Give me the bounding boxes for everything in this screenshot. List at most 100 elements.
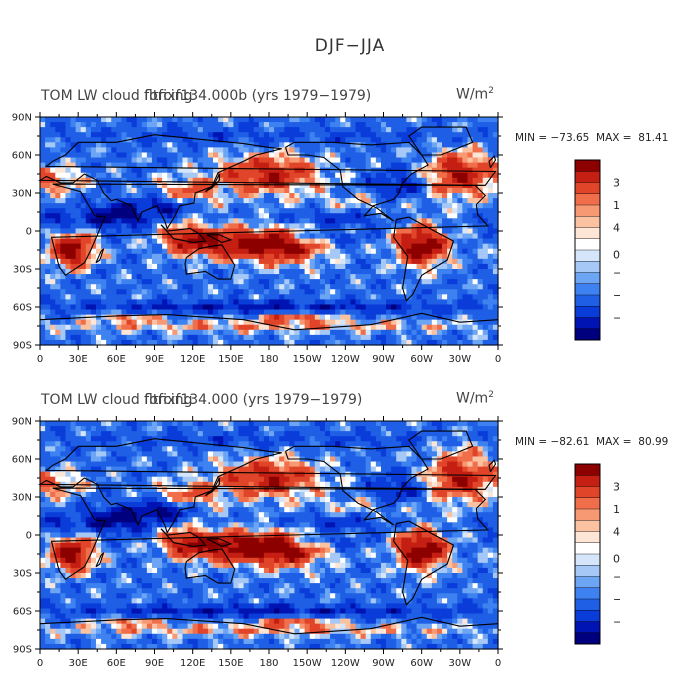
colorbar-swatch (574, 497, 601, 510)
lat-label: 0 (26, 531, 32, 542)
colorbar-label: −30 (613, 312, 620, 325)
colorbar-swatch (574, 294, 601, 307)
lon-label: 60E (107, 354, 126, 365)
colorbar-label: 30 (613, 481, 620, 494)
colorbar-swatch (574, 328, 601, 341)
lon-label: 30W (449, 354, 472, 365)
lon-label: 180 (259, 354, 278, 365)
lat-label: 30N (12, 493, 32, 504)
lon-label: 60W (410, 354, 433, 365)
coastlines (38, 126, 499, 331)
colorbar-swatch (574, 283, 601, 296)
lon-label: 120W (331, 354, 360, 365)
colorbar-swatch (574, 317, 601, 330)
lon-label: 30W (449, 658, 472, 669)
colorbar-label: 0 (613, 553, 620, 566)
lat-label: 60N (12, 151, 32, 162)
panel-1-min-max: MIN = −73.65 MAX = 81.41 (515, 132, 669, 144)
colorbar-label: −10 (613, 289, 620, 302)
lat-label: 60S (13, 607, 32, 618)
colorbar-swatch (574, 520, 601, 533)
lat-label: 30S (13, 569, 32, 580)
colorbar-swatch (574, 249, 601, 262)
lon-label: 120E (180, 354, 205, 365)
lon-label: 60E (107, 658, 126, 669)
colorbar-label: 30 (613, 177, 620, 190)
colorbar-swatch (574, 565, 601, 578)
lon-label: 90W (372, 658, 395, 669)
panel-2-colorbar: 30 10 4 0 −4 −10 −30 (574, 463, 620, 645)
panel-2-title: TOM LW cloud forcing fltfixf134.000 (yrs… (41, 392, 401, 412)
figure-title: DJF−JJA (314, 36, 386, 56)
lon-label: 60W (410, 658, 433, 669)
colorbar-swatch (574, 204, 601, 217)
lon-label: 30E (69, 658, 88, 669)
lon-label: 0 (495, 354, 501, 365)
colorbar-swatch (574, 159, 601, 172)
lat-label: 30N (12, 189, 32, 200)
panel-1-colorbar: 30 10 4 0 −4 −10 −30 (574, 159, 620, 341)
panel-1-units: W/m2 (456, 86, 494, 103)
colorbar-swatch (574, 553, 601, 566)
lon-label: 0 (495, 658, 501, 669)
panel-2-units: W/m2 (456, 390, 494, 407)
colorbar-label: −4 (613, 571, 620, 584)
lat-label: 90N (12, 113, 32, 124)
lon-label: 150E (218, 354, 243, 365)
colorbar-swatch (574, 261, 601, 274)
lon-label: 0 (37, 658, 43, 669)
colorbar-swatch (574, 632, 601, 645)
colorbar-swatch (574, 193, 601, 206)
panel-2-title-case: fltfixf134.000 (yrs 1979−1979) (144, 392, 363, 408)
colorbar-swatch (574, 621, 601, 634)
lat-label: 30S (13, 265, 32, 276)
panel-2-title-variable: TOM LW cloud forcing (41, 392, 193, 408)
colorbar-label: 4 (613, 526, 620, 539)
coastlines (38, 430, 499, 635)
lon-label: 150W (293, 658, 322, 669)
colorbar-label: −4 (613, 267, 620, 280)
lat-label: 60N (12, 455, 32, 466)
lat-label: 90N (12, 417, 32, 428)
panel-1-map: 90N 60N 30N 0 30S 60S 90S 0 30E 60E 90E 120E 150E 180… (12, 112, 503, 365)
colorbar-swatch (574, 587, 601, 600)
panel-1-title-variable: TOM LW cloud forcing (41, 88, 193, 104)
colorbar-label: −10 (613, 593, 620, 606)
colorbar-swatch (574, 475, 601, 488)
colorbar-swatch (574, 306, 601, 319)
lon-label: 90W (372, 354, 395, 365)
colorbar-swatch (574, 463, 601, 476)
lon-label: 30E (69, 354, 88, 365)
colorbar-swatch (574, 531, 601, 544)
colorbar-swatch (574, 508, 601, 521)
lat-label: 60S (13, 303, 32, 314)
lon-label: 150E (218, 658, 243, 669)
lon-label: 120E (180, 658, 205, 669)
lon-label: 150W (293, 354, 322, 365)
lat-label: 90S (13, 341, 32, 352)
colorbar-label: 10 (613, 199, 620, 212)
colorbar-swatch (574, 182, 601, 195)
colorbar-swatch (574, 542, 601, 555)
panel-2-min-max: MIN = −82.61 MAX = 80.99 (515, 436, 669, 448)
colorbar-swatch (574, 486, 601, 499)
panel-1-title: TOM LW cloud forcing fltfixf134.000b (yr… (41, 88, 401, 108)
colorbar-swatch (574, 576, 601, 589)
colorbar-swatch (574, 598, 601, 611)
colorbar-swatch (574, 238, 601, 251)
lat-label: 0 (26, 227, 32, 238)
lon-label: 90E (145, 354, 164, 365)
colorbar-label: 10 (613, 503, 620, 516)
panel-1-title-case: fltfixf134.000b (yrs 1979−1979) (144, 88, 372, 104)
colorbar-swatch (574, 272, 601, 285)
lon-label: 180 (259, 658, 278, 669)
lon-label: 0 (37, 354, 43, 365)
colorbar-swatch (574, 227, 601, 240)
colorbar-label: 4 (613, 222, 620, 235)
contour-fill (40, 117, 499, 346)
colorbar-swatch (574, 171, 601, 184)
colorbar-label: 0 (613, 249, 620, 262)
lon-label: 90E (145, 658, 164, 669)
panel-2-map: 90N 60N 30N 0 30S 60S 90S 0 30E 60E 90E 120E 150E 180… (12, 416, 503, 669)
lon-label: 120W (331, 658, 360, 669)
